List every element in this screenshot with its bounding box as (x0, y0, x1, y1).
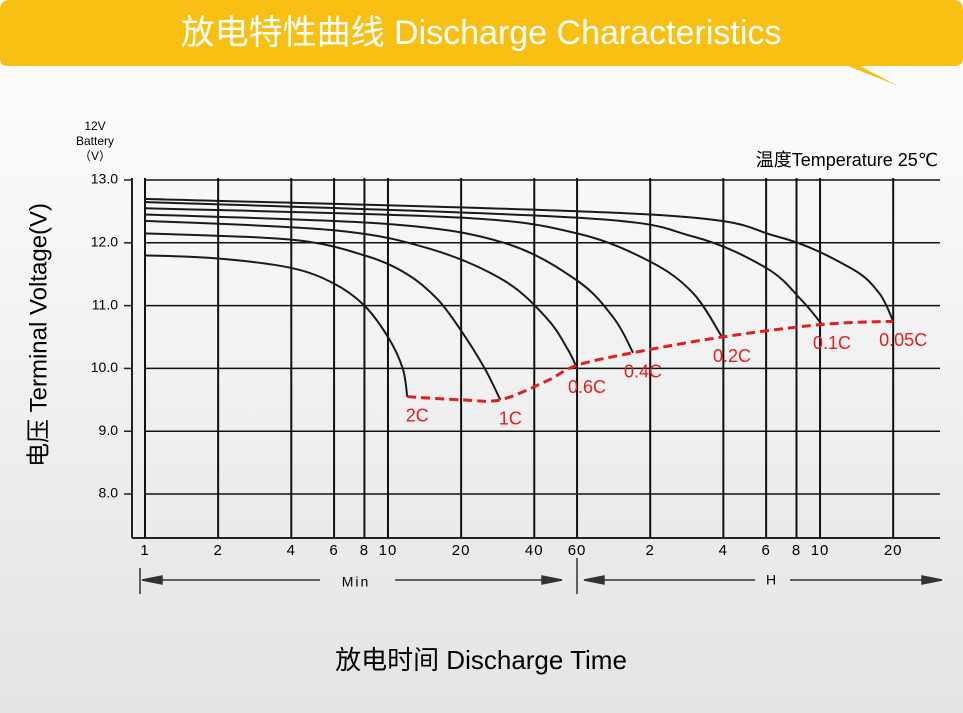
x-tick-label: 6 (329, 542, 338, 559)
x-tick-label: 40 (525, 542, 544, 559)
y-tick-label: 10.0 (91, 359, 118, 375)
annotation: 温度Temperature 25℃ (756, 150, 938, 170)
discharge-curve (144, 219, 578, 369)
y-tick-label: 8.0 (99, 485, 119, 501)
y-tick-label: 12.0 (91, 234, 118, 250)
x-tick-label: 10 (811, 542, 830, 559)
range-arrows (139, 558, 943, 594)
chart-title: 放电特性曲线 Discharge Characteristics (181, 14, 782, 52)
curve-label: 0.05C (879, 330, 927, 350)
curve-label: 0.1C (813, 333, 851, 353)
discharge-curve (144, 213, 634, 354)
x-tick-label: 1 (140, 542, 149, 559)
x-axis-label: 放电时间 Discharge Time (335, 645, 627, 675)
x-range-label: H (766, 572, 776, 588)
x-tick-label: 20 (884, 542, 903, 559)
discharge-curve (144, 232, 502, 401)
x-tick-label: 60 (568, 542, 587, 559)
curve-label: 0.4C (624, 361, 662, 381)
curve-label: 2C (406, 405, 429, 425)
x-tick-label: 8 (360, 542, 369, 559)
curve-label: 1C (499, 409, 522, 429)
y-unit: （V） (79, 149, 111, 163)
x-tick-label: 4 (719, 542, 728, 559)
x-tick-label: 10 (379, 542, 398, 559)
discharge-curve (144, 207, 723, 338)
y-axis-label: 电压 Terminal Voltage(V) (25, 203, 52, 467)
y-unit: Battery (76, 134, 114, 148)
end-voltage-line (407, 319, 894, 403)
x-tick-label: 8 (792, 542, 801, 559)
x-tick-label: 2 (213, 542, 222, 559)
x-tick-label: 4 (287, 542, 296, 559)
x-tick-label: 20 (452, 542, 471, 559)
curve-label: 0.6C (568, 377, 606, 397)
y-unit: 12V (84, 119, 105, 133)
header-bar (0, 0, 963, 86)
discharge-curve (144, 254, 409, 397)
y-tick-label: 11.0 (92, 296, 118, 312)
x-tick-label: 2 (646, 542, 655, 559)
x-range-label: Min (342, 574, 371, 590)
y-tick-label: 13.0 (91, 171, 118, 187)
discharge-curve (144, 197, 895, 322)
x-tick-label: 6 (761, 542, 770, 559)
discharge-curve (144, 200, 823, 326)
curve-label: 0.2C (713, 346, 751, 366)
y-tick-label: 9.0 (99, 422, 119, 438)
